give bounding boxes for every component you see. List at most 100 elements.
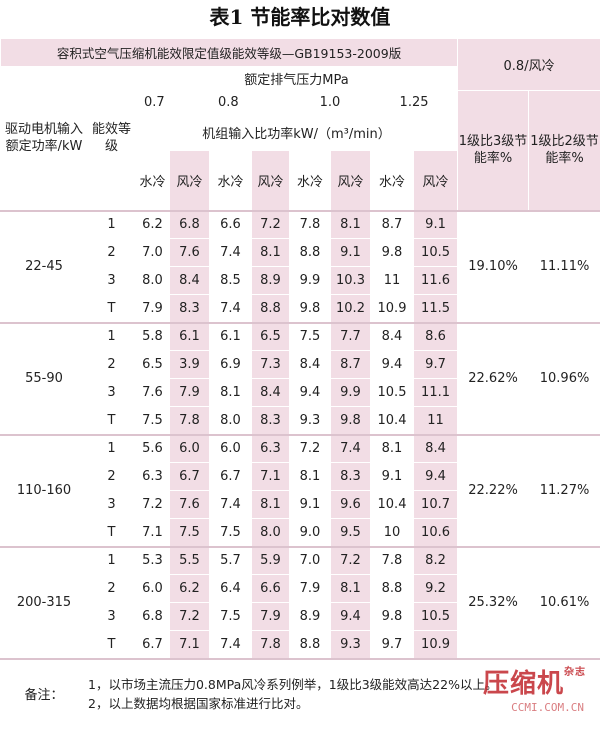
air-cooled-value: 5.5 [170, 547, 210, 575]
ratio-1-vs-3-value: 22.22% [458, 435, 529, 547]
grade-cell: 1 [88, 323, 136, 351]
ratio-1-vs-3-value: 22.62% [458, 323, 529, 435]
water-cooled-value: 7.4 [210, 295, 252, 323]
water-cooled-label: 水冷 [290, 151, 331, 211]
grade-cell: 2 [88, 463, 136, 491]
air-cooled-value: 9.3 [331, 631, 371, 659]
water-cooled-value: 9.8 [371, 603, 414, 631]
air-cooled-value: 8.6 [414, 323, 458, 351]
page-title: 表1 节能率比对数值 [0, 0, 600, 36]
water-cooled-value: 7.6 [136, 379, 170, 407]
ratio-1-vs-3-header: 1级比3级节能率% [458, 91, 529, 211]
water-cooled-value: 9.4 [371, 351, 414, 379]
water-cooled-value: 7.8 [371, 547, 414, 575]
air-cooled-value: 7.9 [170, 379, 210, 407]
air-cooled-label: 风冷 [331, 151, 371, 211]
air-cooled-value: 6.5 [252, 323, 290, 351]
water-cooled-value: 7.5 [136, 407, 170, 435]
water-cooled-value: 6.0 [210, 435, 252, 463]
water-cooled-value: 8.9 [290, 603, 331, 631]
air-cooled-value: 7.2 [252, 211, 290, 239]
water-cooled-value: 7.5 [210, 603, 252, 631]
air-cooled-value: 7.7 [331, 323, 371, 351]
air-cooled-value: 7.4 [331, 435, 371, 463]
air-cooled-value: 7.8 [252, 631, 290, 659]
air-cooled-value: 8.4 [170, 267, 210, 295]
water-cooled-value: 6.4 [210, 575, 252, 603]
air-cooled-value: 11.5 [414, 295, 458, 323]
air-cooled-label: 风冷 [414, 151, 458, 211]
water-cooled-value: 7.4 [210, 491, 252, 519]
air-cooled-label: 风冷 [170, 151, 210, 211]
air-cooled-value: 9.1 [414, 211, 458, 239]
air-cooled-value: 8.0 [252, 519, 290, 547]
water-cooled-value: 9.3 [290, 407, 331, 435]
grade-cell: T [88, 519, 136, 547]
air-cooled-value: 8.4 [252, 379, 290, 407]
water-cooled-value: 9.7 [371, 631, 414, 659]
air-cooled-value: 6.7 [170, 463, 210, 491]
air-cooled-value: 7.8 [170, 407, 210, 435]
air-cooled-value: 10.3 [331, 267, 371, 295]
water-cooled-value: 7.4 [210, 631, 252, 659]
power-range: 55-90 [1, 323, 88, 435]
water-cooled-value: 8.0 [210, 407, 252, 435]
notes-label: 备注： [1, 659, 88, 729]
air-cooled-value: 3.9 [170, 351, 210, 379]
air-cooled-value: 8.1 [252, 491, 290, 519]
water-cooled-value: 8.4 [290, 351, 331, 379]
water-cooled-value: 10.5 [371, 379, 414, 407]
water-cooled-value: 8.7 [371, 211, 414, 239]
air-cooled-value: 6.2 [170, 575, 210, 603]
air-cooled-value: 8.7 [331, 351, 371, 379]
grade-cell: T [88, 631, 136, 659]
air-cooled-value: 10.5 [414, 239, 458, 267]
water-cooled-value: 10.9 [371, 295, 414, 323]
ratio-1-vs-2-value: 11.11% [529, 211, 600, 323]
water-cooled-value: 6.9 [210, 351, 252, 379]
pressure-0-8: 0.8 [210, 91, 290, 115]
water-cooled-value: 7.2 [136, 491, 170, 519]
air-cooled-value: 10.2 [331, 295, 371, 323]
air-cooled-value: 10.7 [414, 491, 458, 519]
power-range: 22-45 [1, 211, 88, 323]
water-cooled-label: 水冷 [371, 151, 414, 211]
grade-cell: 3 [88, 267, 136, 295]
water-cooled-value: 9.0 [290, 519, 331, 547]
water-cooled-value: 7.2 [290, 435, 331, 463]
water-cooled-value: 6.8 [136, 603, 170, 631]
air-cooled-value: 7.5 [170, 519, 210, 547]
water-cooled-value: 5.3 [136, 547, 170, 575]
water-cooled-value: 7.9 [290, 575, 331, 603]
air-cooled-value: 8.3 [252, 407, 290, 435]
standard-caption: 容积式空气压缩机能效限定值级能效等级—GB19153-2009版 [1, 39, 458, 67]
water-cooled-value: 10.4 [371, 491, 414, 519]
water-cooled-value: 9.8 [371, 239, 414, 267]
air-cooled-value: 6.0 [170, 435, 210, 463]
air-cooled-value: 7.6 [170, 491, 210, 519]
pressure-caption: 额定排气压力MPa [136, 67, 458, 91]
water-cooled-label: 水冷 [210, 151, 252, 211]
grade-cell: 1 [88, 547, 136, 575]
air-cooled-value: 6.8 [170, 211, 210, 239]
water-cooled-value: 7.0 [136, 239, 170, 267]
water-cooled-value: 7.9 [136, 295, 170, 323]
grade-cell: 1 [88, 211, 136, 239]
specific-power-caption: 机组输入比功率kW/（m³/min） [136, 115, 458, 151]
water-cooled-value: 7.4 [210, 239, 252, 267]
water-cooled-value: 8.0 [136, 267, 170, 295]
water-cooled-value: 6.3 [136, 463, 170, 491]
power-range: 200-315 [1, 547, 88, 659]
water-cooled-value: 8.5 [210, 267, 252, 295]
water-cooled-value: 6.6 [210, 211, 252, 239]
energy-saving-table: 容积式空气压缩机能效限定值级能效等级—GB19153-2009版 0.8/风冷 … [0, 38, 600, 729]
water-cooled-value: 9.4 [290, 379, 331, 407]
air-cooled-value: 7.2 [331, 547, 371, 575]
ratio-1-vs-3-value: 19.10% [458, 211, 529, 323]
water-cooled-value: 8.1 [371, 435, 414, 463]
grade-cell: 2 [88, 239, 136, 267]
air-cooled-value: 6.3 [252, 435, 290, 463]
air-cooled-value: 8.9 [252, 267, 290, 295]
